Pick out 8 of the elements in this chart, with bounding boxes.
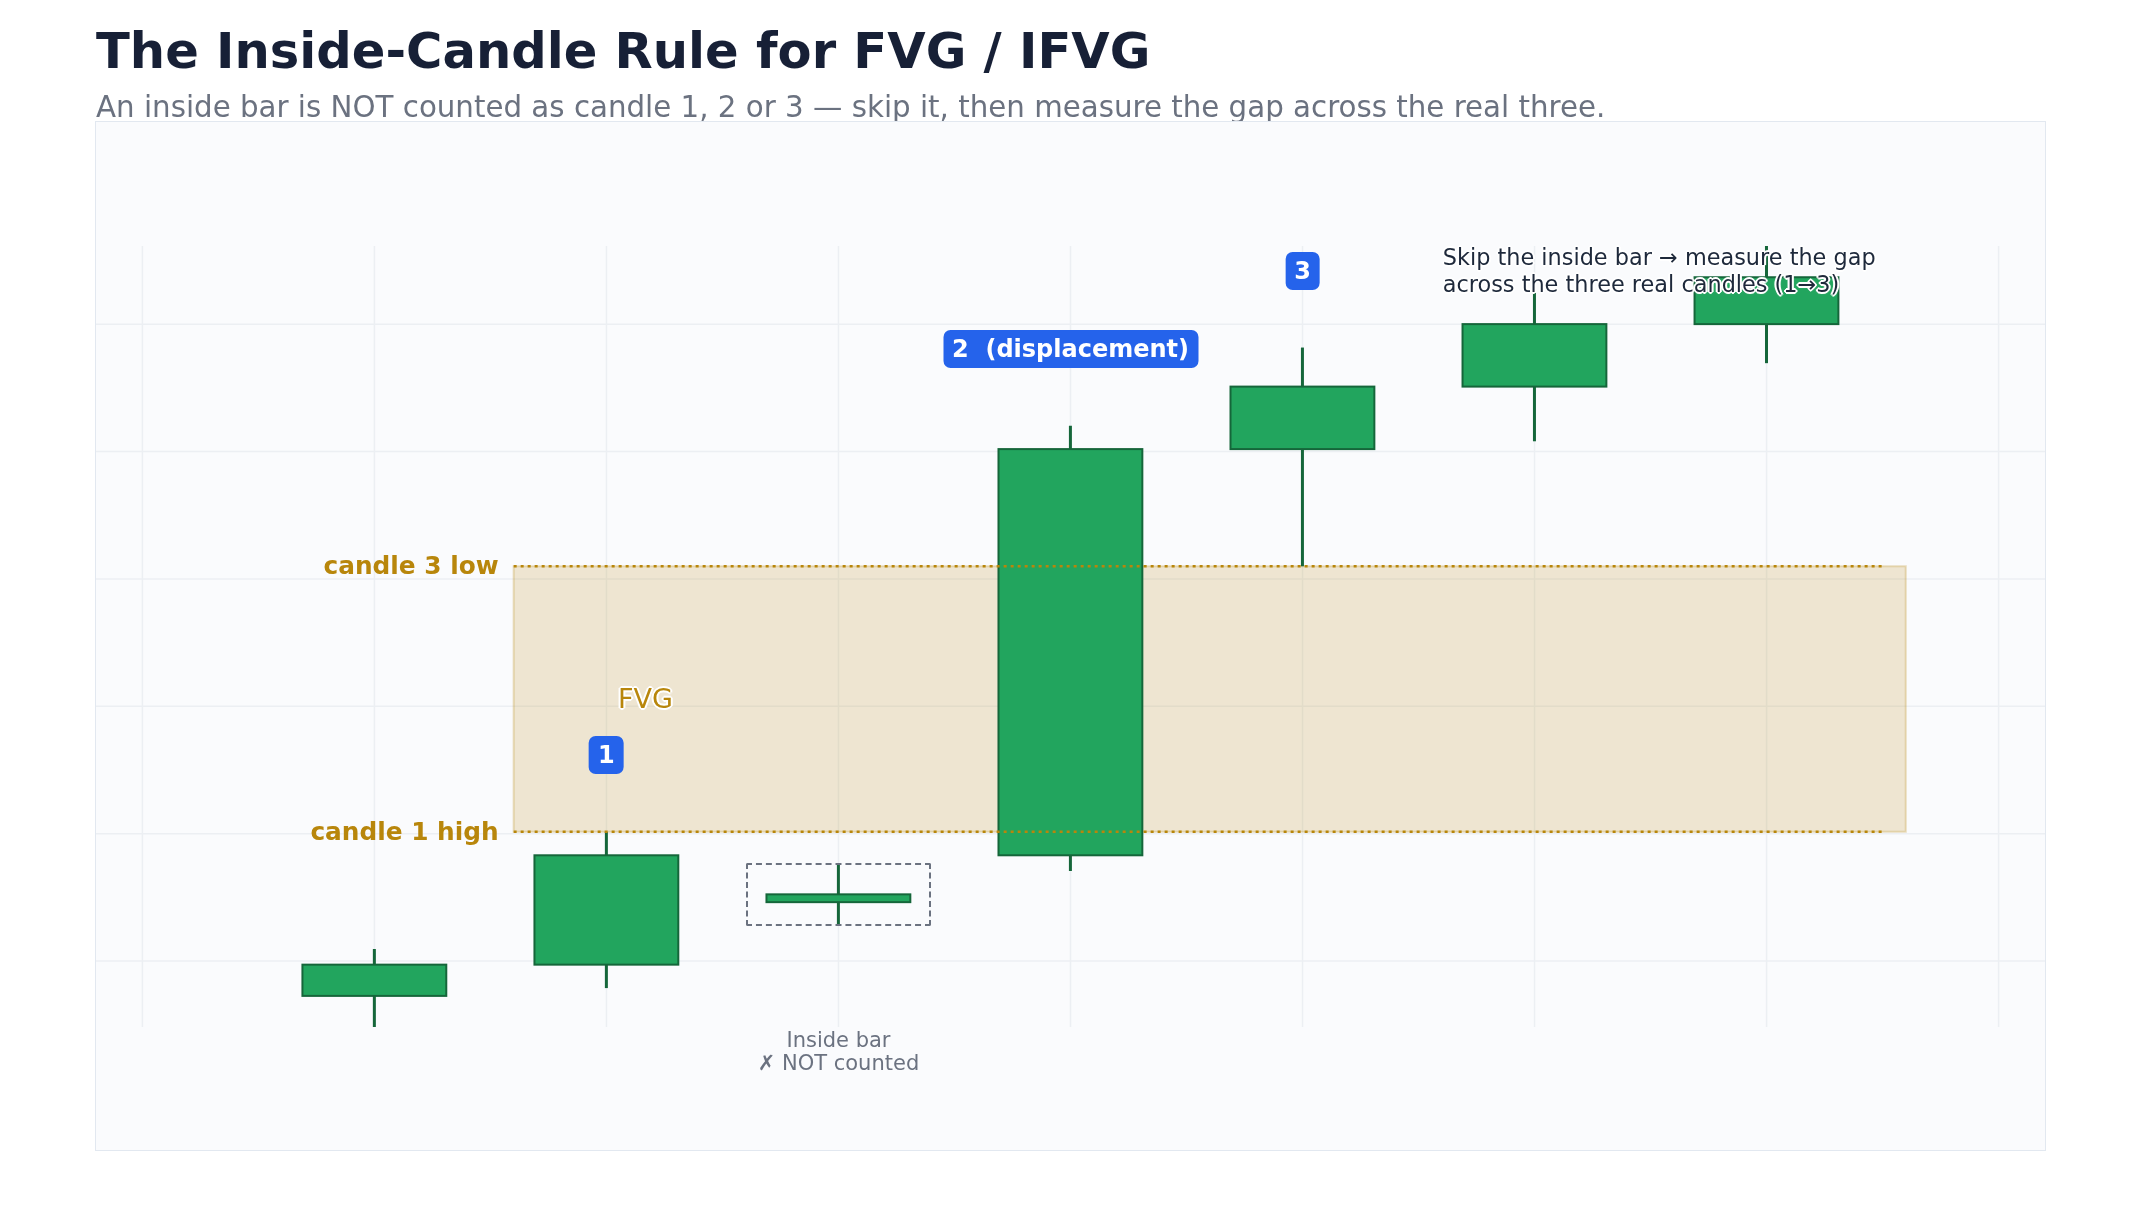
chart-title: The Inside-Candle Rule for FVG / IFVG — [96, 22, 1151, 80]
annotation: 1 — [589, 736, 624, 775]
text: Inside bar ✗ NOT counted — [757, 1027, 920, 1075]
ref-line-label: candle 1 high — [310, 817, 499, 847]
ref-line-label: candle 3 low — [323, 551, 499, 581]
annotation: 2 (displacement) — [943, 329, 1198, 368]
annotation: 3 — [1285, 251, 1320, 290]
band-label: FVG — [618, 683, 673, 716]
